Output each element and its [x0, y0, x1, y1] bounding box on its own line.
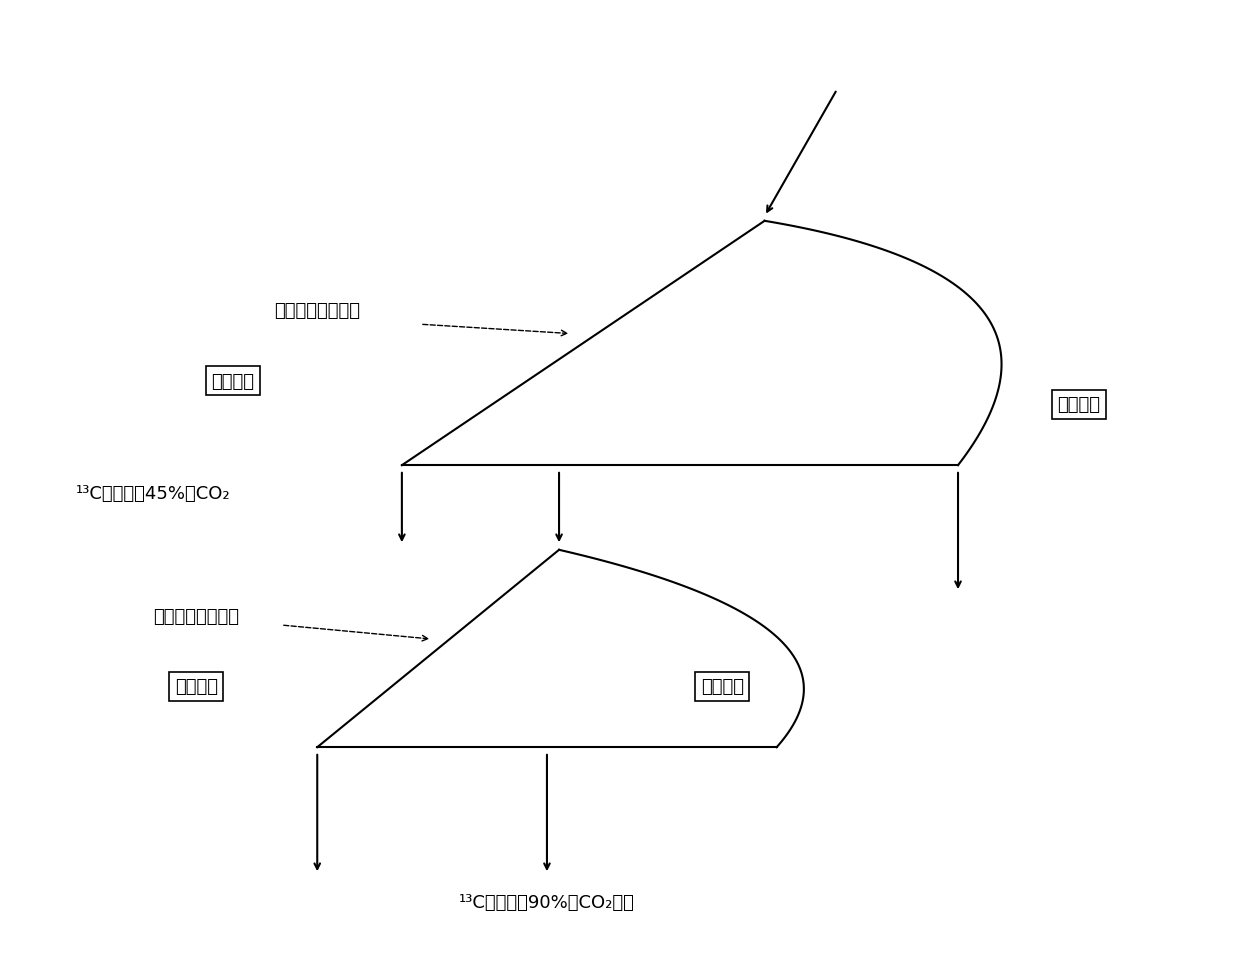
Text: ¹³C丰度高于90%的CO₂产品: ¹³C丰度高于90%的CO₂产品	[458, 893, 634, 912]
Text: 重馏分端: 重馏分端	[211, 372, 254, 391]
Text: 第二气体扩散级联: 第二气体扩散级联	[154, 607, 239, 625]
Text: 轻馏分端: 轻馏分端	[701, 677, 743, 696]
Text: 重馏分端: 重馏分端	[175, 677, 218, 696]
Text: 第一气体扩散级联: 第一气体扩散级联	[274, 301, 361, 320]
Text: ¹³C丰度高于45%的CO₂: ¹³C丰度高于45%的CO₂	[76, 484, 230, 503]
Text: 轻馏分端: 轻馏分端	[1057, 395, 1100, 414]
